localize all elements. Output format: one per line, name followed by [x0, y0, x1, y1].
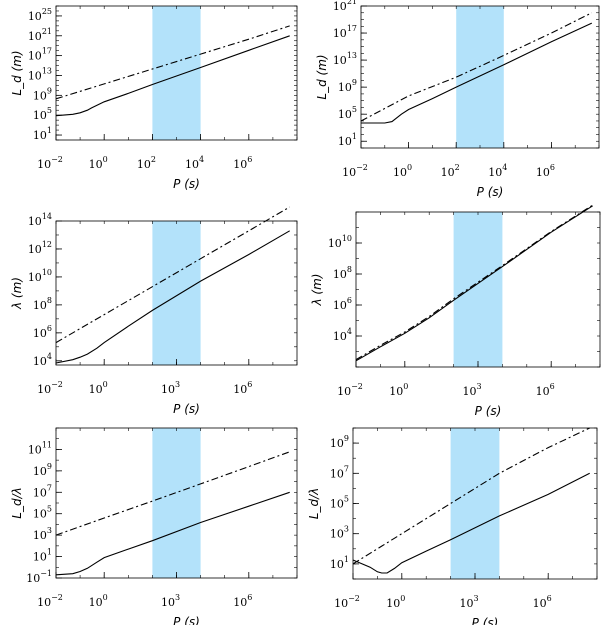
y-tick-label: 105	[330, 495, 349, 511]
x-tick-label: 103	[161, 593, 180, 609]
shaded-band	[152, 6, 201, 140]
solid-series-line	[55, 35, 290, 117]
x-tick-label: 10−2	[337, 382, 363, 398]
y-tick-label: 108	[33, 296, 52, 312]
y-tick-label: 1010	[328, 234, 352, 250]
shaded-band	[456, 6, 504, 148]
y-tick-label: 1021	[28, 27, 52, 43]
x-tick-label: 102	[137, 155, 156, 171]
y-tick-label: 1017	[28, 47, 52, 63]
x-tick-label: 10−2	[37, 380, 63, 396]
x-tick-label: 103	[462, 382, 481, 398]
y-tick-label: 101	[330, 555, 349, 571]
solid-series-line	[55, 230, 290, 364]
dashed-series-line	[55, 206, 290, 344]
x-tick-label: 100	[386, 594, 405, 610]
dashed-series-line	[55, 25, 290, 100]
chart-panel-1: 10−2 100 102 104 106 101 105 109 1013 1017 1021 102…	[10, 5, 298, 191]
y-axis-label: L_d (m)	[10, 50, 24, 95]
x-tick-label: 100	[89, 593, 108, 609]
dashed-series-line	[55, 451, 290, 536]
y-tick-label: 106	[333, 296, 352, 312]
y-tick-label: 10−1	[26, 569, 52, 585]
chart-panel-5: 10−2 100 103 106 10−1 101 103 105 107 109 1011 P (s…	[10, 427, 298, 625]
y-tick-label: 1011	[28, 440, 52, 456]
y-axis-label: L_d/λ	[307, 488, 321, 519]
x-tick-label: 104	[185, 155, 204, 171]
y-tick-label: 1017	[333, 24, 357, 40]
x-tick-label: 104	[488, 163, 507, 179]
x-tick-label: 103	[459, 594, 478, 610]
y-axis-label: λ (m)	[10, 277, 24, 310]
x-axis-label: P (s)	[472, 616, 499, 625]
x-axis-label: P (s)	[173, 615, 200, 625]
y-tick-label: 108	[333, 265, 352, 281]
chart-panel-4: 10−2 100 103 106 104 106 108 1010 P (s) λ (m)	[310, 204, 601, 418]
y-tick-label: 1013	[333, 51, 357, 67]
shaded-band	[450, 428, 500, 579]
y-tick-label: 107	[33, 483, 52, 499]
x-axis-label: P (s)	[173, 402, 200, 416]
x-tick-label: 106	[533, 594, 552, 610]
x-tick-label: 106	[233, 380, 252, 396]
y-tick-label: 105	[33, 106, 52, 122]
y-tick-label: 1010	[28, 268, 52, 284]
x-tick-label: 10−2	[334, 594, 360, 610]
x-axis-label: P (s)	[477, 185, 504, 199]
x-tick-label: 100	[89, 380, 108, 396]
x-tick-label: 102	[441, 163, 460, 179]
x-tick-label: 100	[89, 155, 108, 171]
y-tick-label: 103	[33, 526, 52, 542]
x-tick-label: 106	[536, 163, 555, 179]
y-tick-label: 106	[33, 324, 52, 340]
y-tick-label: 104	[33, 352, 52, 368]
y-tick-label: 1012	[28, 240, 52, 256]
y-tick-label: 1025	[28, 7, 52, 23]
chart-panel-2: 10−2 100 102 104 106 101 105 109 1013 1017 1021 P (…	[315, 0, 600, 199]
dashed-series-line	[352, 427, 590, 565]
x-axis-label: P (s)	[173, 177, 200, 191]
x-tick-label: 100	[393, 163, 412, 179]
y-axis-label: λ (m)	[310, 274, 324, 307]
x-tick-label: 100	[389, 382, 408, 398]
x-tick-label: 106	[536, 382, 555, 398]
solid-series-line	[352, 472, 590, 574]
x-tick-label: 103	[161, 380, 180, 396]
x-tick-label: 106	[233, 155, 252, 171]
y-tick-label: 101	[338, 132, 357, 148]
solid-series-line	[55, 491, 290, 576]
solid-series-line	[361, 22, 593, 124]
x-tick-label: 106	[233, 593, 252, 609]
x-tick-label: 10−2	[37, 155, 63, 171]
y-tick-label: 101	[33, 126, 52, 142]
y-tick-label: 1013	[28, 66, 52, 82]
y-tick-label: 107	[330, 464, 349, 480]
y-tick-label: 109	[338, 78, 357, 94]
x-axis-label: P (s)	[475, 404, 502, 418]
solid-series-line	[355, 205, 593, 362]
y-tick-label: 109	[330, 434, 349, 450]
x-tick-label: 10−2	[37, 593, 63, 609]
y-axis-label: L_d (m)	[315, 54, 329, 99]
dashed-series-line	[360, 12, 593, 122]
dashed-series-line	[355, 204, 593, 361]
y-tick-label: 105	[338, 105, 357, 121]
y-tick-label: 1014	[28, 212, 52, 228]
x-tick-label: 10−2	[342, 163, 368, 179]
shaded-band	[152, 428, 201, 578]
chart-panel-3: 10−2 100 103 106 104 106 108 1010 1012 1014 P (s) λ…	[10, 206, 298, 416]
y-tick-label: 104	[333, 327, 352, 343]
y-tick-label: 101	[33, 548, 52, 564]
shaded-band	[453, 212, 503, 367]
y-tick-label: 1021	[333, 0, 357, 13]
y-tick-label: 105	[33, 505, 52, 521]
y-tick-label: 109	[33, 86, 52, 102]
chart-panel-6: 10−2 100 103 106 101 103 105 107 109 P (s) L_d/λ	[307, 427, 598, 625]
y-axis-label: L_d/λ	[10, 487, 24, 518]
y-tick-label: 109	[33, 462, 52, 478]
y-tick-label: 103	[330, 525, 349, 541]
shaded-band	[152, 221, 201, 365]
